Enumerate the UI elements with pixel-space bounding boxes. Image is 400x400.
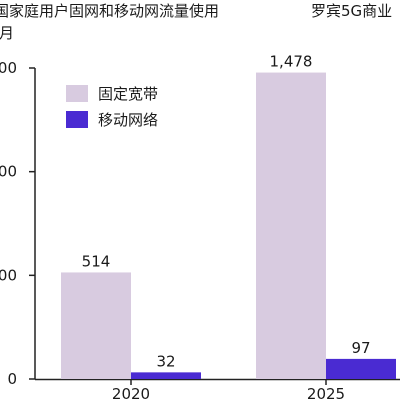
legend-item-fixed: 固定宽带 [66,82,158,104]
x-tick-label-2025: 2025 [307,385,345,400]
y-tick-label-0: 0 [7,370,17,388]
chart-title: 国家庭用户固网和移动网流量使用 /月 [0,0,219,44]
bar-fixed-2025 [256,72,326,379]
chart-title-line2: /月 [0,24,15,42]
legend-label-mobile: 移动网络 [98,110,159,129]
legend: 固定宽带 移动网络 [66,82,158,134]
x-tick-label-2020: 2020 [112,385,150,400]
legend-item-mobile: 移动网络 [66,108,158,130]
bar-mobile-2025 [326,358,396,379]
data-label-fixed-2025: 1,478 [270,53,313,71]
data-label-mobile-2025: 97 [351,339,370,357]
chart-title-line1: 国家庭用户固网和移动网流量使用 [0,2,220,20]
data-label-mobile-2020: 32 [156,352,175,370]
y-tick-label-1500: 00 [0,59,17,77]
y-tick-label-1000: 00 [0,163,17,181]
bar-mobile-2020 [131,372,201,379]
data-label-fixed-2020: 514 [82,252,111,270]
chart-source: 罗宾5G商业 [311,2,393,20]
legend-swatch-fixed [66,84,88,102]
legend-swatch-mobile [66,110,88,128]
legend-label-fixed: 固定宽带 [98,84,159,103]
y-tick-label-500: 00 [0,266,17,284]
bar-fixed-2020 [61,272,131,379]
